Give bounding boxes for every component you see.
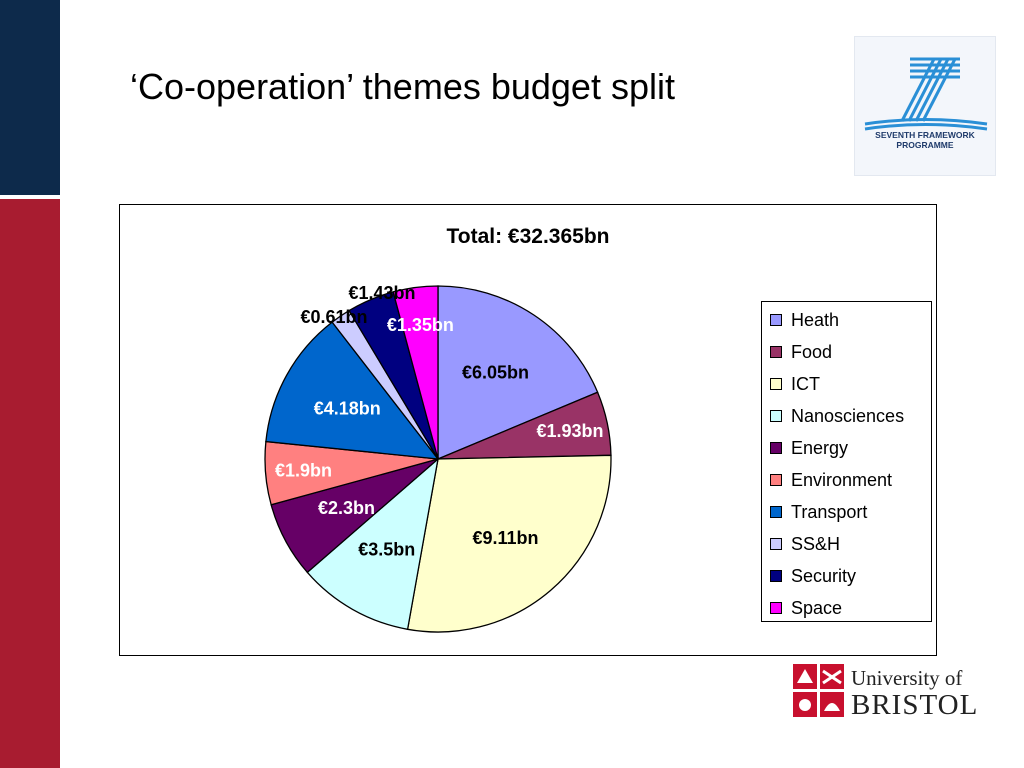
legend-label: Transport [791, 501, 868, 522]
chart-legend: Heath Food ICT Nanosciences Energy Environmen… [761, 301, 932, 622]
legend-label: Security [791, 565, 857, 586]
data-label-security: €1.43bn [348, 283, 415, 303]
fp7-logo-line1: SEVENTH FRAMEWORK [875, 130, 976, 140]
data-label-heath: €6.05bn [462, 363, 529, 383]
pie-slice-heath [437, 285, 599, 460]
chart-title: Total: €32.365bn [446, 225, 610, 248]
university-logo: University of BRISTOL [792, 661, 977, 721]
top-side-bar [0, 0, 60, 195]
legend-swatch [770, 442, 782, 454]
pie-slice-transport [265, 321, 440, 460]
data-label-environment: €1.9bn [275, 460, 332, 480]
data-label-nanosciences: €3.5bn [358, 539, 415, 559]
data-label-space: €1.35bn [387, 315, 454, 335]
data-label-ss-h: €0.61bn [300, 307, 367, 327]
university-name-line2: BRISTOL [851, 689, 979, 721]
chart-frame: Total: €32.365bn €6.05bn €1.93bn €9.11bn €3… [119, 204, 937, 656]
legend-item-food: Food [762, 336, 931, 368]
legend-swatch [770, 346, 782, 358]
university-crest-icon [793, 664, 844, 717]
legend-label: ICT [791, 373, 820, 394]
pie-chart: €6.05bn €1.93bn €9.11bn €3.5bn €2.3bn €1.9bn €… [264, 283, 612, 633]
legend-item-ict: ICT [762, 368, 931, 400]
legend-swatch [770, 410, 782, 422]
legend-label: SS&H [791, 533, 841, 554]
legend-label: Energy [791, 437, 849, 458]
legend-item-ss-h: SS&H [762, 528, 931, 560]
legend-label: Heath [791, 309, 840, 330]
legend-label: Space [791, 597, 843, 618]
legend-swatch [770, 314, 782, 326]
legend-swatch [770, 506, 782, 518]
legend-item-nanosciences: Nanosciences [762, 400, 931, 432]
pie-slice-nanosciences [306, 457, 439, 631]
data-label-ict: €9.11bn [472, 528, 538, 548]
legend-item-environment: Environment [762, 464, 931, 496]
university-name-line1: University of [851, 666, 963, 690]
legend-swatch [770, 378, 782, 390]
legend-item-transport: Transport [762, 496, 931, 528]
pie-slice-space [392, 285, 439, 460]
legend-swatch [770, 538, 782, 550]
legend-label: Environment [791, 469, 893, 490]
pie-slice-ict [406, 454, 612, 633]
slide-title: ‘Co-operation’ themes budget split [130, 66, 675, 107]
legend-swatch [770, 602, 782, 614]
legend-item-heath: Heath [762, 304, 931, 336]
fp7-logo: SEVENTH FRAMEWORK PROGRAMME [854, 36, 996, 176]
legend-label: Food [791, 341, 833, 362]
legend-item-space: Space [762, 592, 931, 624]
legend-item-energy: Energy [762, 432, 931, 464]
fp7-logo-graphic: SEVENTH FRAMEWORK PROGRAMME [864, 57, 988, 150]
legend-label: Nanosciences [791, 405, 905, 426]
data-label-transport: €4.18bn [314, 399, 381, 419]
legend-item-security: Security [762, 560, 931, 592]
data-label-energy: €2.3bn [318, 498, 375, 518]
bottom-side-bar [0, 199, 60, 768]
legend-swatch [770, 570, 782, 582]
data-label-food: €1.93bn [536, 421, 603, 441]
fp7-logo-line2: PROGRAMME [896, 140, 953, 150]
legend-swatch [770, 474, 782, 486]
